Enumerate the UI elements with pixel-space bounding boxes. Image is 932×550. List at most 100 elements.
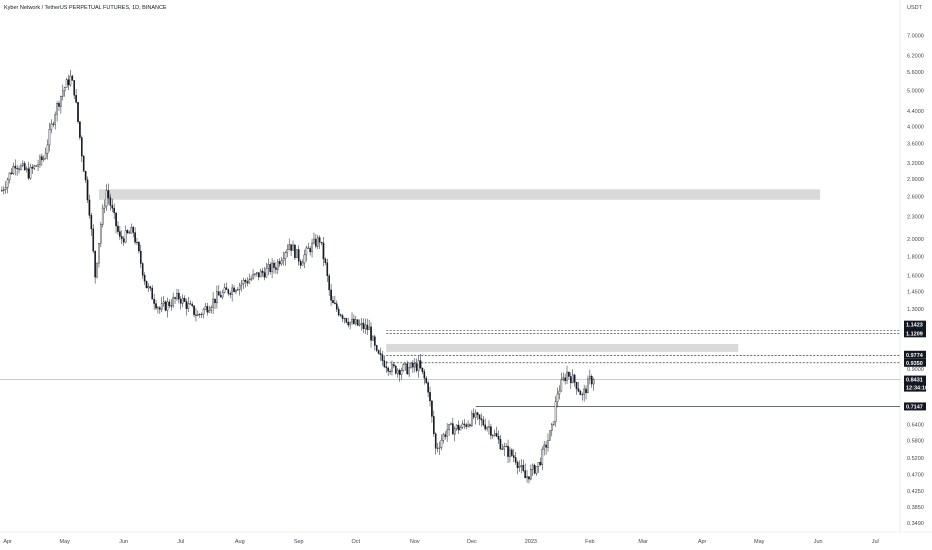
price-tag-9350-text: 0.9350 [906,361,923,367]
candle [58,100,60,111]
time-tick-label: Feb [585,539,594,545]
candle-body [570,376,572,384]
candle-body [12,165,15,175]
candle-body [292,244,294,251]
candle [120,230,123,245]
candle-body [450,423,452,425]
candle-body [149,286,152,289]
candle [27,162,30,180]
candle [299,259,302,269]
candle-body [80,137,83,157]
candle-body [343,318,346,320]
candle [242,277,245,290]
candle-body [250,278,252,280]
candle [471,410,473,428]
candle-body [413,363,416,368]
candle [539,457,542,467]
candle [486,425,488,432]
candle [356,319,359,327]
candle-body [96,262,98,278]
candle [50,119,53,134]
candle [368,319,370,330]
candle-body [429,392,431,402]
candle [412,360,414,374]
candle-body [138,242,140,252]
candle-body [195,314,197,316]
candle-body [491,435,494,437]
candle-body [50,123,53,130]
candle-body [463,423,466,425]
candle [235,289,237,295]
candle [459,425,462,431]
candle-body [35,165,37,167]
candle [389,369,391,375]
candle [80,135,83,163]
candle [415,358,418,373]
candle [286,244,289,258]
candle-body [474,412,477,418]
candle-body [69,75,72,86]
candle-body [290,244,292,251]
candle [469,423,471,428]
candle [396,368,399,378]
candle [568,371,570,380]
candle-body [509,449,511,457]
candle-body [56,103,58,115]
candle-body [174,297,176,299]
candle-body [495,433,498,437]
candle [427,380,429,398]
candle-body [22,163,24,166]
candle [374,334,376,351]
candle-body [237,289,239,291]
candle [275,261,277,274]
candle-body [391,364,393,372]
candle-body [471,413,473,426]
candle [452,417,454,435]
supply-zone-2 [386,343,739,352]
candle-body [398,369,401,375]
candle-body [564,377,566,381]
price-tick-label: 5.0000 [907,88,924,94]
candle-body [396,369,399,374]
candle-body [107,190,110,199]
candle-body [549,430,551,441]
candle-body [370,326,372,341]
candle-body [282,258,285,262]
candle [233,285,235,293]
candle [556,387,559,408]
candle-body [315,238,317,247]
candle-body [187,303,190,309]
candle [41,153,43,167]
candle-body [358,323,361,326]
candle [457,420,460,435]
candle [176,288,178,302]
candle [126,229,129,235]
candle [590,374,593,388]
candle [269,262,272,275]
time-tick-label: Aug [235,539,245,545]
candle-body [490,426,492,436]
candle [419,353,422,370]
price-tag-9774: 0.9774 [904,350,926,359]
candle-body [240,283,243,286]
candle [398,368,401,382]
candle [566,365,568,385]
candle-body [493,433,496,436]
price-tick-label: 2.6000 [907,195,924,201]
candle-body [417,360,420,371]
candle-body [229,293,232,295]
candle [82,154,85,172]
candle-body [328,275,330,291]
candle-body [537,462,540,467]
candle-body [299,260,302,266]
price-tick-label: 7.0000 [907,34,924,40]
candle-body [476,412,479,415]
candle [84,170,87,183]
candle-body [592,379,595,385]
candle-body [191,303,193,306]
candle-body [440,440,443,448]
time-tick-label: May [59,539,70,545]
candle [166,297,169,318]
candle [202,307,205,319]
